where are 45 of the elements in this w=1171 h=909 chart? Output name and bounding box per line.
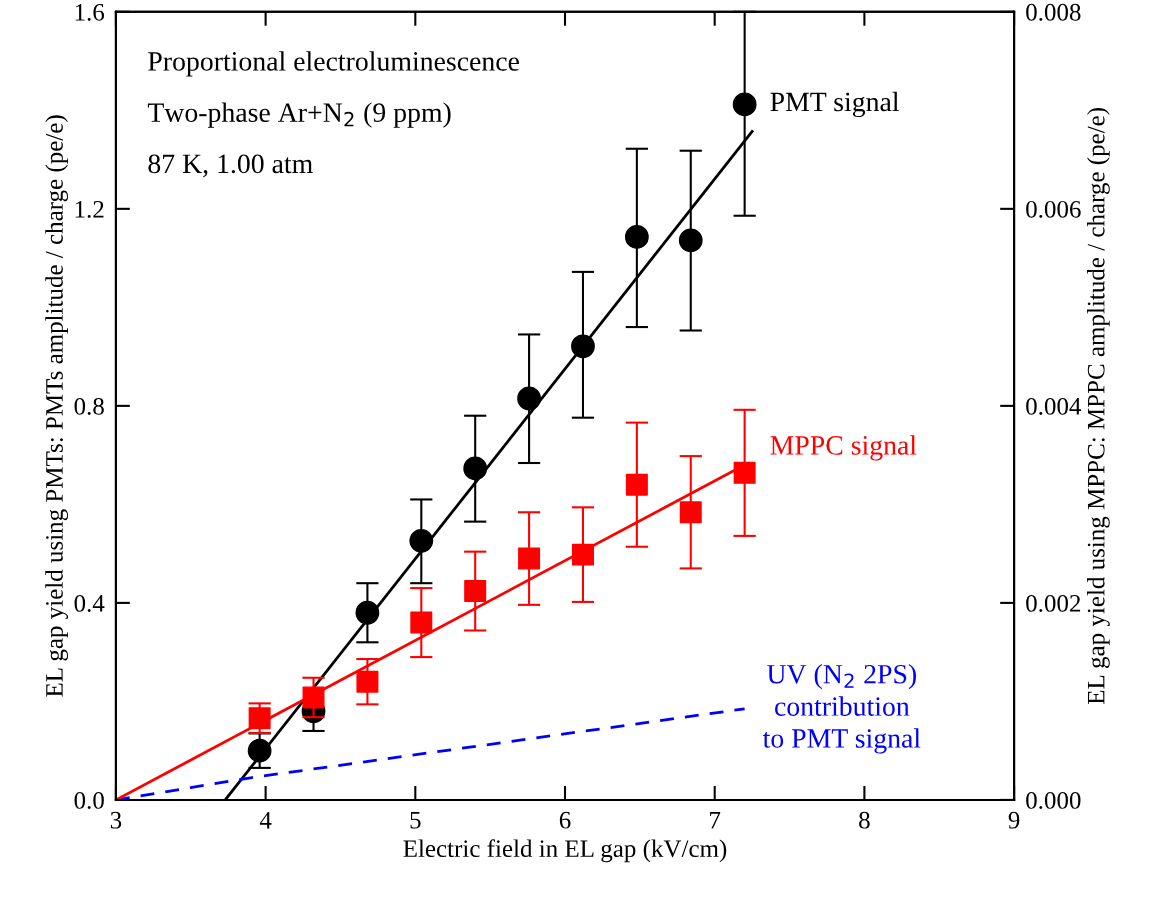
point xyxy=(248,707,271,730)
point xyxy=(518,547,541,570)
point xyxy=(463,456,488,481)
series-label: MPPC signal xyxy=(770,435,917,461)
x-tick-label: 4 xyxy=(259,811,272,829)
point xyxy=(625,473,648,496)
point xyxy=(247,738,272,763)
point xyxy=(624,225,649,249)
x-tick-label: 6 xyxy=(559,811,571,829)
y2-tick-label: 0.008 xyxy=(1026,3,1081,21)
y2-tick-label: 0.002 xyxy=(1026,594,1081,612)
y-tick-label: 0.0 xyxy=(74,791,104,809)
y2-tick-label: 0.006 xyxy=(1026,200,1081,218)
series-label: PMT signal xyxy=(770,91,900,118)
x-tick-label: 3 xyxy=(110,811,122,829)
y-tick-label: 1.2 xyxy=(75,200,104,218)
x-tick-label: 5 xyxy=(410,812,421,829)
point xyxy=(410,611,433,634)
x-axis-title: Electric field in EL gap (kV/cm) xyxy=(403,839,727,863)
point xyxy=(517,386,541,411)
point xyxy=(733,461,756,484)
series-label: UV (N$_{2}$ 2PS) contribution to PMT signal xyxy=(762,664,921,754)
point xyxy=(355,600,380,625)
point xyxy=(356,670,379,693)
y2-tick-label: 0.004 xyxy=(1026,397,1082,415)
point xyxy=(571,543,594,566)
point xyxy=(732,92,757,117)
point xyxy=(571,334,595,359)
x-tick-label: 9 xyxy=(1008,811,1020,829)
point xyxy=(302,686,325,709)
point xyxy=(409,528,434,553)
y-axis-title: EL gap yield using PMTs: PMTs amplitude / charge (pe/e) xyxy=(45,115,69,697)
point xyxy=(679,501,702,524)
y2-axis-title: EL gap yield using MPPC: MPPC amplitude / charge (pe/e) xyxy=(1087,108,1110,705)
point xyxy=(464,580,487,603)
annotation: 87 K, 1.00 atm xyxy=(148,154,313,178)
x-tick-label: 8 xyxy=(859,811,870,829)
y-tick-label: 0.8 xyxy=(74,397,104,415)
annotation: Proportional electroluminescence xyxy=(148,51,519,77)
y-tick-label: 1.6 xyxy=(75,3,105,21)
y-tick-label: 0.4 xyxy=(74,594,105,612)
x-tick-label: 7 xyxy=(710,812,721,829)
point xyxy=(678,228,703,253)
annotation: Two-phase Ar+N$_{2}$ (9 ppm) xyxy=(147,102,451,128)
y2-tick-label: 0.000 xyxy=(1026,791,1081,809)
